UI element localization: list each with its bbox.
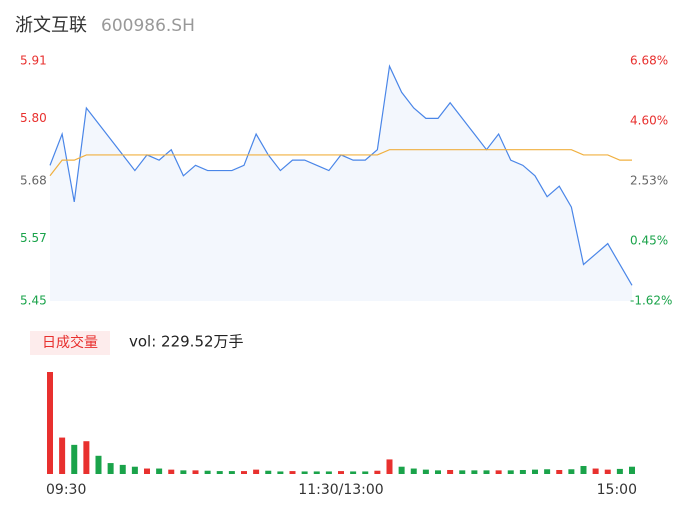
- volume-label: 日成交量: [42, 334, 98, 351]
- volume-bar: [519, 469, 526, 474]
- volume-bar: [168, 469, 175, 474]
- y2-tick-label: 6.68%: [630, 54, 668, 68]
- volume-bar: [325, 471, 332, 474]
- volume-bar: [374, 470, 381, 474]
- volume-bar: [83, 441, 90, 474]
- volume-bar: [459, 470, 466, 474]
- volume-bar: [47, 372, 53, 474]
- price-area: [50, 66, 632, 301]
- volume-text: vol: 229.52万手: [129, 333, 244, 351]
- y2-tick-label: 2.53%: [630, 174, 668, 188]
- volume-bar: [144, 468, 150, 474]
- y2-tick-label: 4.60%: [630, 114, 668, 128]
- volume-bar: [241, 471, 247, 474]
- volume-bar: [398, 466, 405, 474]
- volume-bar: [107, 463, 114, 474]
- volume-bar: [228, 471, 235, 474]
- volume-bar: [350, 471, 357, 474]
- y-tick-label: 5.80: [20, 111, 47, 125]
- volume-bar: [71, 444, 78, 474]
- stock-code: 600986.SH: [101, 16, 195, 36]
- y-tick-label: 5.91: [20, 54, 47, 68]
- volume-bar: [616, 468, 623, 474]
- x-tick-label: 15:00: [597, 482, 637, 498]
- volume-bar: [131, 466, 138, 474]
- volume-bar: [95, 455, 102, 474]
- volume-bar: [180, 470, 187, 474]
- volume-bar: [556, 469, 563, 474]
- volume-bar: [362, 471, 369, 474]
- volume-bar: [338, 471, 344, 474]
- volume-bar: [119, 464, 126, 474]
- volume-bar: [301, 471, 308, 474]
- volume-bar: [216, 471, 223, 474]
- volume-bar: [156, 468, 163, 474]
- volume-bar: [204, 470, 211, 474]
- average-line: [49, 149, 632, 177]
- volume-bar: [604, 469, 611, 474]
- volume-label-box: [30, 331, 110, 355]
- volume-bar: [580, 465, 587, 474]
- chart-title: 浙文互联: [15, 15, 87, 36]
- volume-bar: [386, 459, 393, 474]
- volume-bar: [289, 471, 296, 474]
- y-tick-label: 5.57: [20, 231, 47, 245]
- volume-bar: [471, 470, 478, 474]
- x-tick-label: 11:30/13:00: [298, 482, 383, 498]
- volume-bar: [507, 470, 514, 474]
- volume-bar: [544, 469, 551, 474]
- volume-bar: [253, 469, 260, 474]
- volume-bar: [277, 471, 284, 474]
- volume-bar: [410, 468, 417, 474]
- volume-bar: [422, 469, 429, 474]
- volume-bar: [313, 471, 320, 474]
- x-tick-label: 09:30: [46, 482, 86, 498]
- volume-bar: [435, 470, 441, 474]
- y2-tick-label: 0.45%: [630, 234, 668, 248]
- volume-bar: [532, 469, 538, 474]
- y-tick-label: 5.68: [20, 174, 47, 188]
- y2-tick-label: -1.62%: [630, 294, 672, 308]
- volume-bar: [59, 437, 66, 474]
- volume-bar: [495, 470, 502, 474]
- y-tick-label: 5.45: [20, 294, 47, 308]
- volume-bar: [568, 469, 575, 474]
- volume-bar: [447, 469, 454, 474]
- volume-bar: [629, 466, 635, 474]
- volume-bar: [265, 470, 272, 474]
- volume-bar: [192, 470, 199, 474]
- volume-bar: [483, 470, 490, 474]
- volume-bar: [592, 468, 599, 474]
